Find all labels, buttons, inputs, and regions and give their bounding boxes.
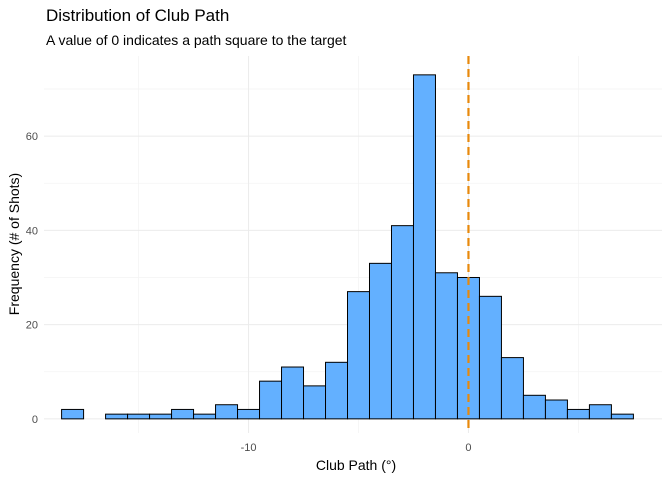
histogram-bar (544, 399, 568, 420)
histogram-bar (303, 385, 327, 420)
x-axis-ticks: -10 0 (241, 442, 472, 454)
histogram-bar (215, 404, 239, 420)
y-tick-label: 20 (26, 320, 38, 332)
histogram-bar (127, 413, 151, 420)
histogram-bar (434, 272, 458, 420)
histogram-bar (149, 413, 173, 420)
chart-title: Distribution of Club Path (46, 6, 230, 25)
histogram-bar (325, 361, 349, 420)
histogram-bar (412, 74, 436, 420)
y-axis-title: Frequency (# of Shots) (6, 173, 22, 315)
histogram-bars (61, 74, 634, 420)
histogram-bar (522, 394, 546, 420)
histogram-bar (368, 262, 392, 420)
histogram-bar (105, 413, 129, 420)
histogram-bar (610, 413, 634, 420)
histogram-bar (478, 295, 502, 420)
histogram-bar (171, 408, 195, 420)
histogram-bar (237, 408, 261, 420)
y-tick-label: 40 (26, 225, 38, 237)
histogram-bar (390, 225, 414, 420)
y-tick-label: 60 (26, 131, 38, 143)
histogram-bar (500, 357, 524, 420)
histogram-bar (193, 413, 217, 420)
histogram-bar (61, 408, 85, 420)
x-axis-title: Club Path (°) (316, 457, 396, 473)
x-tick-label: -10 (241, 442, 257, 454)
chart-subtitle: A value of 0 indicates a path square to … (46, 32, 347, 48)
histogram-bar (347, 291, 370, 420)
y-axis-ticks: 0 20 40 60 (26, 131, 38, 426)
histogram-bar (281, 366, 305, 420)
histogram-bar (588, 404, 612, 420)
y-tick-label: 0 (32, 414, 38, 426)
histogram-bar (566, 408, 590, 420)
x-tick-label: 0 (465, 442, 471, 454)
histogram-bar (259, 380, 283, 420)
